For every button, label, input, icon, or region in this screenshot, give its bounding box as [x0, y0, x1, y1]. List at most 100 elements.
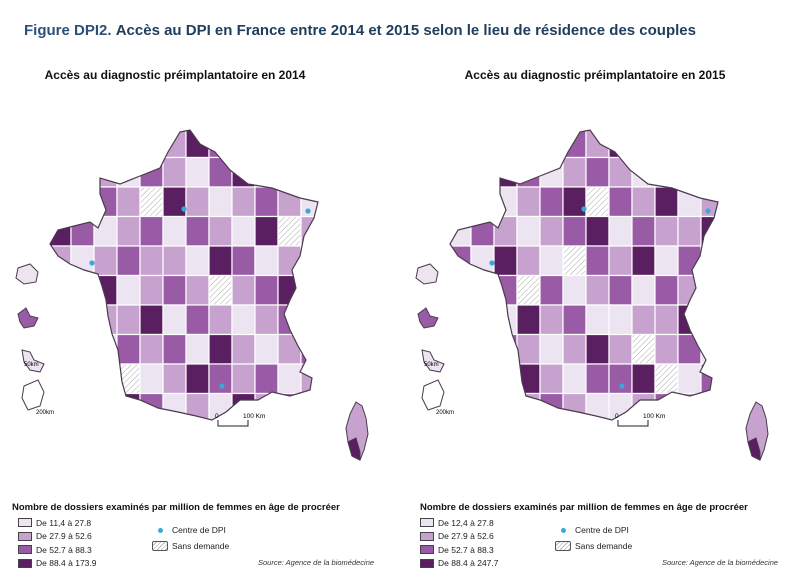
department-region	[516, 304, 541, 336]
department-region	[677, 156, 702, 188]
department-region	[139, 363, 164, 395]
department-region	[631, 156, 656, 188]
department-region	[470, 215, 495, 247]
department-region	[700, 156, 718, 188]
department-region	[231, 130, 256, 159]
legend-symbols: Centre de DPI Sans demande	[555, 522, 632, 554]
department-region	[450, 245, 472, 277]
department-region	[608, 392, 633, 420]
department-region	[562, 333, 587, 365]
department-region	[585, 215, 610, 247]
centre-dot	[619, 383, 625, 389]
department-region	[231, 186, 256, 218]
scale-bar-label: 100 Km	[643, 413, 665, 420]
department-region	[254, 215, 279, 247]
legend-swatch	[18, 558, 32, 568]
department-region	[539, 245, 564, 277]
department-region	[185, 363, 210, 395]
legend-symbols: Centre de DPI Sans demande	[152, 522, 229, 554]
department-region	[585, 304, 610, 336]
department-region	[93, 130, 118, 159]
department-region	[93, 392, 118, 420]
department-region	[50, 333, 72, 365]
map-panel-2015: Accès au diagnostic préimplantatoire en …	[400, 60, 800, 575]
department-region	[208, 156, 233, 188]
department-region	[608, 363, 633, 395]
department-region	[231, 363, 256, 395]
department-region	[277, 363, 302, 395]
legend-title: Nombre de dossiers examinés par million …	[12, 502, 340, 513]
department-region	[277, 156, 302, 188]
department-region	[277, 392, 302, 420]
department-region	[470, 392, 495, 420]
legend-swatch	[18, 518, 32, 528]
department-region	[493, 363, 518, 395]
map-title: Accès au diagnostic préimplantatoire en …	[44, 68, 306, 82]
department-region	[208, 392, 233, 420]
department-region	[654, 363, 679, 395]
department-region	[493, 215, 518, 247]
department-region	[185, 274, 210, 306]
department-region	[493, 392, 518, 420]
scale-bar-label: 0	[615, 413, 619, 420]
department-region	[162, 215, 187, 247]
department-region	[162, 245, 187, 277]
department-region	[116, 215, 141, 247]
department-region	[450, 333, 472, 365]
department-region	[450, 392, 472, 420]
department-region	[516, 333, 541, 365]
department-region	[585, 245, 610, 277]
department-region	[277, 215, 302, 247]
department-region	[50, 245, 72, 277]
department-region	[677, 392, 702, 420]
department-region	[450, 130, 472, 159]
department-regions	[50, 130, 318, 420]
department-region	[585, 186, 610, 218]
centre-dot-icon	[555, 527, 571, 533]
department-region	[539, 186, 564, 218]
department-region	[470, 363, 495, 395]
legend-label: Centre de DPI	[575, 525, 629, 535]
centre-dot	[581, 206, 587, 212]
hatch-icon	[152, 541, 168, 551]
department-region	[300, 363, 318, 395]
department-region	[516, 392, 541, 420]
department-region	[116, 392, 141, 420]
department-region	[50, 363, 72, 395]
corsica-south-region	[747, 437, 761, 461]
legend-item-no-demand: Sans demande	[152, 538, 229, 554]
department-region	[70, 333, 95, 365]
inset-scale-label: 200km	[436, 410, 454, 416]
legend-swatch	[18, 545, 32, 555]
department-region	[608, 245, 633, 277]
department-region	[562, 215, 587, 247]
department-region	[585, 130, 610, 159]
legend-swatch	[420, 531, 434, 541]
department-region	[162, 363, 187, 395]
department-region	[231, 215, 256, 247]
department-region	[450, 274, 472, 306]
department-region	[585, 274, 610, 306]
department-region	[300, 186, 318, 218]
centre-dot	[489, 260, 495, 266]
department-region	[50, 130, 72, 159]
map-title: Accès au diagnostic préimplantatoire en …	[464, 68, 726, 82]
department-region	[277, 333, 302, 365]
department-region	[654, 245, 679, 277]
department-region	[254, 186, 279, 218]
inset-reunion	[415, 263, 439, 285]
department-region	[116, 304, 141, 336]
department-region	[70, 304, 95, 336]
legend-item: De 12,4 à 27.8	[420, 516, 499, 530]
department-region	[208, 245, 233, 277]
department-region	[139, 304, 164, 336]
department-region	[631, 186, 656, 218]
inset-guyane	[421, 379, 445, 411]
department-region	[654, 274, 679, 306]
department-region	[50, 274, 72, 306]
department-region	[231, 156, 256, 188]
department-region	[208, 304, 233, 336]
department-region	[470, 245, 495, 277]
department-region	[493, 304, 518, 336]
department-region	[677, 215, 702, 247]
